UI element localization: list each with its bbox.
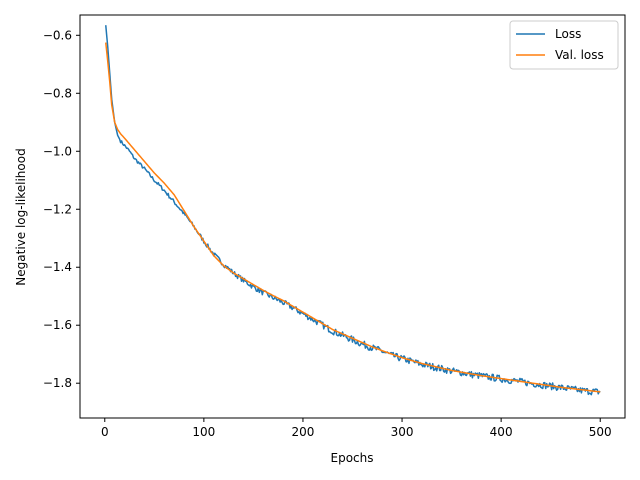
legend-label-val-loss: Val. loss [555,48,604,62]
y-tick-label: −1.6 [43,318,72,332]
x-tick-label: 500 [589,425,612,439]
y-tick-label: −1.4 [43,260,72,274]
y-axis-title: Negative log-likelihood [14,148,28,285]
legend: Loss Val. loss [509,20,619,70]
series-layer [105,25,601,396]
y-tick-label: −1.2 [43,202,72,216]
x-tick-label: 200 [292,425,315,439]
x-axis-title: Epochs [331,451,374,465]
legend-label-loss: Loss [555,27,581,41]
x-tick-label: 100 [192,425,215,439]
y-tick-label: −1.8 [43,376,72,390]
y-tick-label: −0.6 [43,28,72,42]
y-tick-label: −1.0 [43,144,72,158]
plot-frame [79,14,626,419]
series-line-val-loss [105,42,601,393]
y-tick-label: −0.8 [43,86,72,100]
x-tick-label: 0 [101,425,109,439]
x-tick-label: 300 [391,425,414,439]
tick-layer: 0 100 200 300 400 500 −1.8 −1.6 −1.4 −1.2 −1.0 −0.8… [43,28,612,439]
legend-box [509,20,619,70]
x-tick-label: 400 [490,425,513,439]
